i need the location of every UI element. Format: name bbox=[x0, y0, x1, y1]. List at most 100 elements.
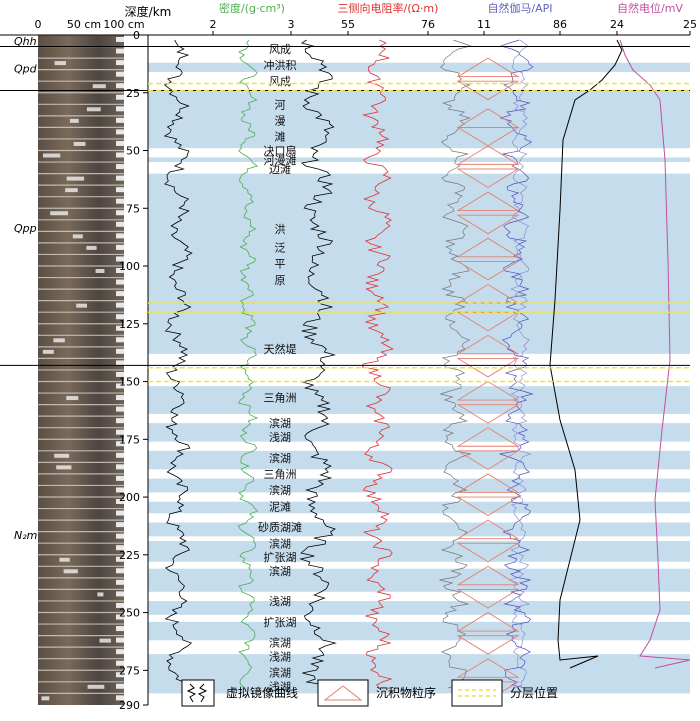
mirror-curve-left bbox=[163, 39, 193, 689]
core-label-tag bbox=[116, 672, 124, 678]
core-label-tag bbox=[116, 568, 124, 574]
core-fragment bbox=[72, 234, 83, 239]
core-fragment bbox=[76, 303, 87, 308]
core-label-tag bbox=[116, 683, 124, 689]
facies-label-1: 冲洪积 bbox=[264, 58, 297, 72]
facies-label-0: 风成 bbox=[269, 43, 291, 56]
depth-tick-label-25: 25 bbox=[126, 87, 140, 100]
core-label-tag bbox=[116, 106, 124, 112]
track-headers: 密度/(g·cm³)2 3 三侧向电阻率/(Ω·m) 55 76 自然伽马/API 11 86… bbox=[210, 1, 697, 36]
sediment-sequence bbox=[456, 126, 520, 147]
facies-band-10 bbox=[148, 540, 690, 562]
facies-label-7: 河漫滩 bbox=[264, 153, 297, 167]
core-label-tag bbox=[116, 522, 124, 528]
track-min-2: 11 bbox=[477, 18, 491, 31]
facies-band-14 bbox=[148, 654, 690, 694]
depth-tick-label-275: 275 bbox=[119, 664, 140, 677]
core-label-tag bbox=[116, 233, 124, 239]
legend-boundary-label: 分层位置 bbox=[510, 685, 558, 700]
facies-band-1 bbox=[148, 90, 690, 149]
track-title-1: 三侧向电阻率/(Ω·m) bbox=[338, 1, 439, 15]
core-label-tag bbox=[116, 383, 124, 389]
core-label-tag bbox=[116, 602, 124, 608]
sediment-sequence bbox=[456, 612, 520, 632]
facies-label-19: 滨湖 bbox=[269, 483, 291, 497]
sediment-sequence bbox=[456, 191, 520, 212]
core-label-tag bbox=[116, 464, 124, 470]
facies-label-8: 边滩 bbox=[269, 162, 291, 176]
core-fragment bbox=[54, 453, 70, 458]
core-label-tag bbox=[116, 660, 124, 666]
track-min-1: 55 bbox=[341, 18, 355, 31]
core-label-tag bbox=[116, 348, 124, 354]
core-label-tag bbox=[116, 94, 124, 100]
facies-label-3: 河 bbox=[275, 98, 286, 111]
depth-tick-label-50: 50 bbox=[126, 145, 140, 158]
core-label-tag bbox=[116, 614, 124, 620]
core-fragment bbox=[50, 211, 69, 216]
facies-band-7 bbox=[148, 478, 690, 493]
facies-label-18: 三角洲 bbox=[264, 468, 297, 481]
core-label-tag bbox=[116, 360, 124, 366]
facies-label-14: 三角洲 bbox=[264, 392, 297, 405]
core-label-tag bbox=[116, 48, 124, 54]
core-label-tag bbox=[116, 210, 124, 216]
facies-label-5: 滩 bbox=[275, 130, 286, 144]
core-label-tag bbox=[116, 117, 124, 123]
formation-label-1: Qpd bbox=[14, 63, 38, 76]
sp-curve bbox=[619, 39, 691, 669]
core-label-tag bbox=[116, 418, 124, 424]
core-label-tag bbox=[116, 71, 124, 77]
core-label-tag bbox=[116, 695, 124, 701]
core-scale-0: 0 bbox=[35, 18, 42, 31]
facies-band-11 bbox=[148, 568, 690, 592]
sediment-sequence bbox=[456, 334, 520, 355]
track-title-0: 密度/(g·cm³) bbox=[219, 1, 285, 15]
core-fragment bbox=[66, 396, 79, 401]
core-label-tag bbox=[116, 556, 124, 562]
core-fragment bbox=[54, 61, 66, 66]
facies-band-5 bbox=[148, 423, 690, 442]
core-label-tag bbox=[116, 649, 124, 655]
core-label-tag bbox=[116, 545, 124, 551]
depth-tick-label-100: 100 bbox=[119, 260, 140, 273]
core-fragment bbox=[73, 141, 86, 146]
facies-label-30: 浅湖 bbox=[269, 681, 291, 694]
track-max-0: 3 bbox=[288, 18, 295, 31]
depth-tick-label-200: 200 bbox=[119, 491, 140, 504]
legend-sequence-label: 沉积物粒序 bbox=[376, 685, 436, 700]
core-fragment bbox=[92, 84, 106, 89]
core-fragment bbox=[86, 245, 97, 250]
core-scale-100: 100 cm bbox=[103, 18, 144, 31]
core-label-tag bbox=[116, 152, 124, 158]
mirror-curve-resistivity bbox=[299, 39, 337, 689]
core-fragment bbox=[66, 176, 85, 181]
core-fragment bbox=[63, 569, 78, 574]
facies-label-24: 滨湖 bbox=[269, 564, 291, 578]
facies-label-23: 扩张湖 bbox=[264, 550, 297, 564]
core-label-tag bbox=[116, 221, 124, 227]
facies-label-25: 浅湖 bbox=[269, 595, 291, 608]
facies-band-13 bbox=[148, 621, 690, 641]
depth-axis-title: 深度/km bbox=[125, 4, 172, 19]
facies-label-28: 浅湖 bbox=[269, 650, 291, 663]
core-label-tag bbox=[116, 244, 124, 250]
core-label-tag bbox=[116, 510, 124, 516]
core-fragment bbox=[56, 465, 72, 470]
facies-label-21: 砂质湖滩 bbox=[258, 520, 302, 534]
depth-tick-label-125: 125 bbox=[119, 318, 140, 331]
core-label-tag bbox=[116, 198, 124, 204]
density-curve bbox=[237, 39, 259, 689]
depth-tick-label-225: 225 bbox=[119, 549, 140, 562]
facies-label-16: 浅湖 bbox=[269, 431, 291, 444]
sediment-sequence bbox=[456, 519, 520, 540]
core-label-tag bbox=[116, 395, 124, 401]
facies-band-2 bbox=[148, 157, 690, 163]
sediment-sequence bbox=[456, 145, 520, 165]
core-fragment bbox=[41, 696, 50, 701]
facies-label-22: 滨湖 bbox=[269, 536, 291, 550]
core-label-tag bbox=[116, 371, 124, 377]
depth-tick-label-250: 250 bbox=[119, 607, 140, 620]
sediment-sequence bbox=[456, 168, 520, 189]
